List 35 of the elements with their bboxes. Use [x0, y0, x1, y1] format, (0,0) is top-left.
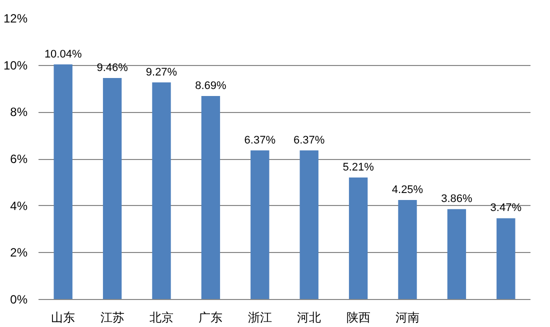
x-tick-label: 河北	[297, 310, 322, 324]
y-tick-label: 0%	[10, 292, 28, 306]
y-tick-label: 2%	[10, 246, 28, 260]
x-tick-label: 广东	[198, 310, 223, 324]
data-label: 9.27%	[146, 66, 178, 78]
bar	[348, 178, 368, 300]
bar	[102, 78, 122, 300]
y-tick-label: 4%	[10, 198, 28, 213]
x-tick-label: 陕西	[346, 310, 370, 324]
x-tick-label: 河南	[396, 310, 420, 324]
bar	[250, 150, 270, 300]
bar	[447, 209, 466, 300]
y-tick-label: 10%	[3, 58, 28, 72]
data-label: 6.37%	[244, 134, 276, 146]
x-tick-label: 北京	[150, 310, 174, 324]
bar	[152, 82, 171, 300]
data-label: 3.86%	[441, 193, 473, 206]
bar	[300, 150, 318, 300]
data-label: 10.04%	[44, 48, 82, 60]
data-label: 4.25%	[392, 184, 424, 196]
y-tick-label: 6%	[10, 152, 28, 166]
data-label: 6.37%	[294, 134, 325, 146]
x-tick-label: 浙江	[248, 310, 272, 324]
data-label: 9.46%	[96, 62, 128, 74]
bar	[398, 200, 417, 300]
data-label: 5.21%	[342, 162, 374, 174]
bar	[201, 96, 220, 300]
x-tick-label: 山东	[51, 310, 76, 324]
x-tick-label: 江苏	[100, 310, 124, 324]
data-label: 3.47%	[490, 202, 522, 214]
y-tick-label: 12%	[3, 12, 28, 26]
bar	[496, 218, 516, 300]
data-label: 8.69%	[195, 80, 227, 92]
bar	[54, 64, 72, 300]
y-tick-label: 8%	[10, 105, 28, 120]
